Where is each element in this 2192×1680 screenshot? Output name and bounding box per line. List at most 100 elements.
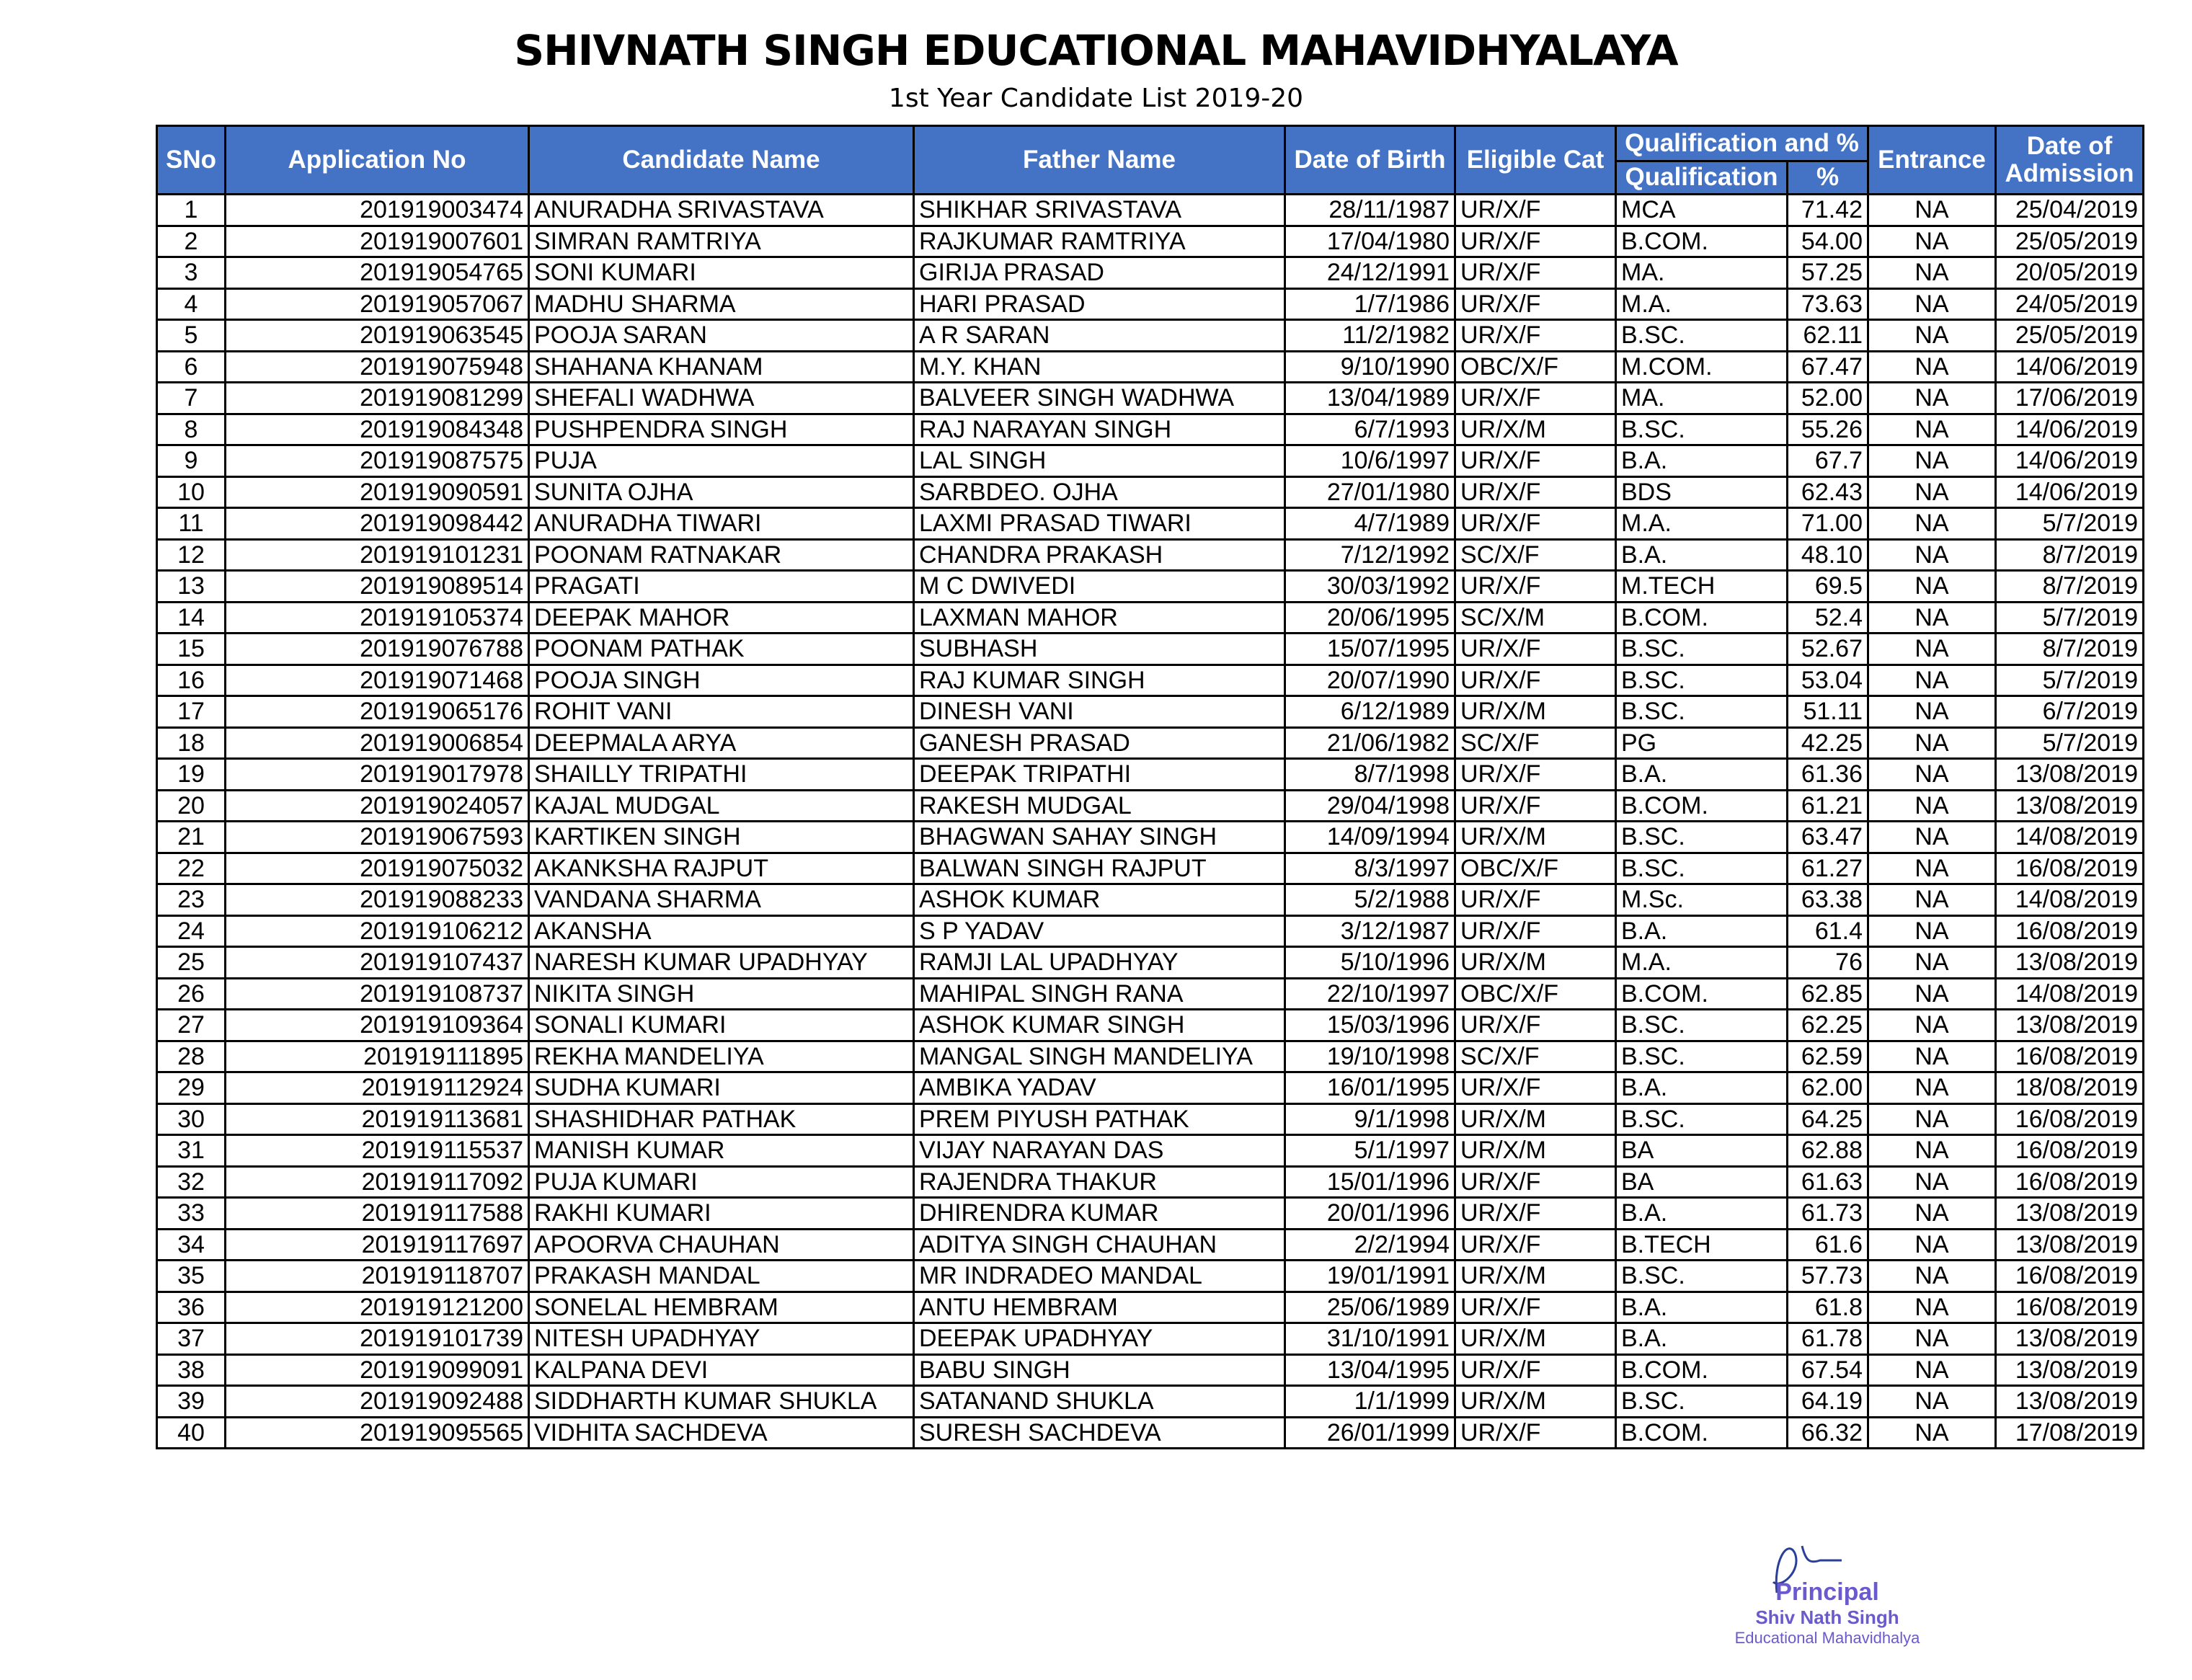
- cell-father-name: MR INDRADEO MANDAL: [913, 1259, 1286, 1293]
- cell-qualification: B.COM.: [1615, 1353, 1788, 1387]
- cell-father-name: GIRIJA PRASAD: [913, 256, 1286, 290]
- cell-qualification: B.A.: [1615, 1071, 1788, 1105]
- cell-entrance: NA: [1867, 1134, 1997, 1168]
- cell-entrance: NA: [1867, 1322, 1997, 1356]
- cell-dob: 21/06/1982: [1284, 726, 1456, 760]
- cell-percent: 61.78: [1786, 1322, 1869, 1356]
- cell-qualification: B.SC.: [1615, 1008, 1788, 1042]
- cell-entrance: NA: [1867, 977, 1997, 1010]
- cell-entrance: NA: [1867, 350, 1997, 383]
- cell-qualification: B.SC.: [1615, 1102, 1788, 1136]
- cell-percent: 67.7: [1786, 444, 1869, 478]
- cell-eligible-cat: UR/X/F: [1454, 319, 1617, 352]
- cell-father-name: MAHIPAL SINGH RANA: [913, 977, 1286, 1010]
- table-row: 13 201919089514 PRAGATI M C DWIVEDI 30/03/19…: [156, 569, 2144, 603]
- cell-qualification: B.A.: [1615, 914, 1788, 948]
- cell-qualification: M.A.: [1615, 287, 1788, 321]
- cell-candidate-name: ANURADHA TIWARI: [528, 507, 915, 541]
- cell-father-name: LAL SINGH: [913, 444, 1286, 478]
- cell-application-no: 201919024057: [224, 788, 530, 822]
- cell-candidate-name: APOORVA CHAUHAN: [528, 1227, 915, 1261]
- cell-entrance: NA: [1867, 820, 1997, 854]
- cell-father-name: SHIKHAR SRIVASTAVA: [913, 193, 1286, 227]
- cell-application-no: 201919101231: [224, 538, 530, 572]
- table-row: 10 201919090591 SUNITA OJHA SARBDEO. OJHA 27…: [156, 475, 2144, 509]
- cell-application-no: 201919003474: [224, 193, 530, 227]
- cell-sno: 22: [156, 851, 226, 885]
- cell-dob: 29/04/1998: [1284, 788, 1456, 822]
- cell-qualification: M.TECH: [1615, 569, 1788, 603]
- table-row: 20 201919024057 KAJAL MUDGAL RAKESH MUDGAL 2…: [156, 788, 2144, 822]
- cell-entrance: NA: [1867, 319, 1997, 352]
- cell-application-no: 201919087575: [224, 444, 530, 478]
- cell-father-name: DEEPAK TRIPATHI: [913, 757, 1286, 791]
- cell-percent: 63.47: [1786, 820, 1869, 854]
- cell-admission-date: 14/06/2019: [1994, 444, 2144, 478]
- table-row: 37 201919101739 NITESH UPADHYAY DEEPAK UPAD…: [156, 1322, 2144, 1356]
- cell-eligible-cat: UR/X/M: [1454, 1102, 1617, 1136]
- cell-candidate-name: POONAM RATNAKAR: [528, 538, 915, 572]
- cell-qualification: B.A.: [1615, 1196, 1788, 1230]
- cell-father-name: GANESH PRASAD: [913, 726, 1286, 760]
- cell-application-no: 201919121200: [224, 1290, 530, 1324]
- cell-entrance: NA: [1867, 695, 1997, 729]
- cell-candidate-name: KAJAL MUDGAL: [528, 788, 915, 822]
- cell-father-name: LAXMAN MAHOR: [913, 600, 1286, 634]
- cell-dob: 15/07/1995: [1284, 632, 1456, 666]
- cell-percent: 52.00: [1786, 381, 1869, 415]
- cell-application-no: 201919007601: [224, 224, 530, 258]
- cell-eligible-cat: UR/X/M: [1454, 1134, 1617, 1168]
- cell-eligible-cat: OBC/X/F: [1454, 851, 1617, 885]
- cell-qualification: B.SC.: [1615, 412, 1788, 446]
- cell-eligible-cat: UR/X/F: [1454, 475, 1617, 509]
- cell-candidate-name: SHAHANA KHANAM: [528, 350, 915, 383]
- cell-qualification: B.COM.: [1615, 977, 1788, 1010]
- cell-dob: 5/10/1996: [1284, 946, 1456, 979]
- cell-percent: 61.36: [1786, 757, 1869, 791]
- cell-qualification: MA.: [1615, 381, 1788, 415]
- cell-qualification: B.SC.: [1615, 319, 1788, 352]
- cell-application-no: 201919107437: [224, 946, 530, 979]
- cell-candidate-name: DEEPMALA ARYA: [528, 726, 915, 760]
- header-sno: SNo: [156, 125, 226, 195]
- cell-father-name: LAXMI PRASAD TIWARI: [913, 507, 1286, 541]
- cell-percent: 55.26: [1786, 412, 1869, 446]
- cell-qualification: M.A.: [1615, 507, 1788, 541]
- cell-percent: 57.73: [1786, 1259, 1869, 1293]
- cell-father-name: SURESH SACHDEVA: [913, 1415, 1286, 1449]
- cell-percent: 61.27: [1786, 851, 1869, 885]
- cell-percent: 57.25: [1786, 256, 1869, 290]
- cell-eligible-cat: UR/X/M: [1454, 1322, 1617, 1356]
- cell-dob: 19/01/1991: [1284, 1259, 1456, 1293]
- cell-father-name: RAJ NARAYAN SINGH: [913, 412, 1286, 446]
- cell-eligible-cat: UR/X/F: [1454, 663, 1617, 697]
- cell-dob: 1/7/1986: [1284, 287, 1456, 321]
- cell-admission-date: 5/7/2019: [1994, 507, 2144, 541]
- cell-admission-date: 16/08/2019: [1994, 1134, 2144, 1168]
- cell-entrance: NA: [1867, 287, 1997, 321]
- cell-percent: 61.4: [1786, 914, 1869, 948]
- cell-candidate-name: PUJA KUMARI: [528, 1165, 915, 1199]
- table-row: 15 201919076788 POONAM PATHAK SUBHASH 15/07/…: [156, 632, 2144, 666]
- cell-percent: 62.00: [1786, 1071, 1869, 1105]
- table-row: 27 201919109364 SONALI KUMARI ASHOK KUMAR S…: [156, 1008, 2144, 1042]
- cell-eligible-cat: SC/X/F: [1454, 726, 1617, 760]
- cell-eligible-cat: UR/X/F: [1454, 632, 1617, 666]
- cell-father-name: CHANDRA PRAKASH: [913, 538, 1286, 572]
- cell-sno: 26: [156, 977, 226, 1010]
- cell-percent: 66.32: [1786, 1415, 1869, 1449]
- cell-application-no: 201919099091: [224, 1353, 530, 1387]
- cell-eligible-cat: UR/X/F: [1454, 788, 1617, 822]
- table-row: 30 201919113681 SHASHIDHAR PATHAK PREM PIYU…: [156, 1102, 2144, 1136]
- cell-father-name: RAJ KUMAR SINGH: [913, 663, 1286, 697]
- cell-father-name: ANTU HEMBRAM: [913, 1290, 1286, 1324]
- cell-percent: 67.47: [1786, 350, 1869, 383]
- cell-qualification: B.SC.: [1615, 663, 1788, 697]
- cell-percent: 71.00: [1786, 507, 1869, 541]
- cell-qualification: BA: [1615, 1134, 1788, 1168]
- cell-qualification: B.A.: [1615, 444, 1788, 478]
- cell-admission-date: 8/7/2019: [1994, 538, 2144, 572]
- cell-dob: 5/2/1988: [1284, 883, 1456, 917]
- cell-admission-date: 18/08/2019: [1994, 1071, 2144, 1105]
- table-row: 40 201919095565 VIDHITA SACHDEVA SURESH SAC…: [156, 1415, 2144, 1449]
